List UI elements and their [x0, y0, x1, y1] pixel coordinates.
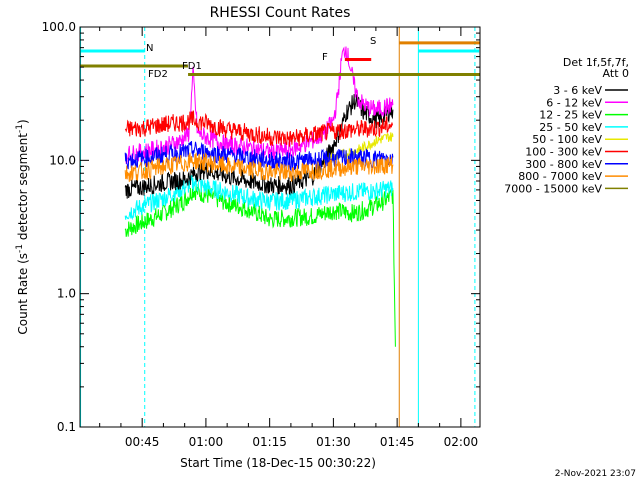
legend-label-2: 12 - 25 keV — [539, 109, 602, 122]
x-tick-label-3: 01:30 — [316, 435, 351, 449]
legend-label-6: 300 - 800 keV — [525, 158, 602, 171]
x-tick-label-1: 01:00 — [189, 435, 224, 449]
series-line-7 — [124, 152, 394, 182]
x-tick-label-5: 02:00 — [444, 435, 479, 449]
legend-header-line-1: Det 1f,5f,7f, — [563, 56, 629, 69]
legend-label-5: 100 - 300 keV — [525, 146, 602, 159]
axis-ticks: 00:45 01:00 01:15 01:30 01:45 02:00 100.0 10.0 1… — [42, 20, 480, 449]
y-tick-label-2: 1.0 — [57, 287, 76, 301]
legend-label-4: 50 - 100 keV — [532, 133, 602, 146]
legend-label-3: 25 - 50 keV — [539, 121, 602, 134]
flag-label-4: S — [370, 36, 376, 47]
y-tick-label-0: 100.0 — [42, 20, 76, 34]
flag-label-3: F — [322, 52, 328, 63]
series-line-6 — [124, 141, 394, 172]
x-tick-label-0: 00:45 — [125, 435, 160, 449]
footer-timestamp: 2-Nov-2021 23:07 — [555, 469, 636, 479]
x-tick-label-2: 01:15 — [252, 435, 287, 449]
flag-label-0: N — [146, 43, 153, 54]
y-axis-label: Count Rate (s-1 detector segment-1) — [15, 119, 30, 334]
plot-frame — [79, 26, 481, 428]
flag-label-1: FD1 — [182, 61, 202, 72]
legend-label-7: 800 - 7000 keV — [518, 170, 602, 183]
series-line-3 — [124, 175, 394, 221]
series-line-1 — [124, 46, 394, 164]
legend-label-0: 3 - 6 keV — [553, 84, 602, 97]
flag-label-2: FD2 — [148, 69, 168, 80]
legend-label-1: 6 - 12 keV — [546, 96, 602, 109]
y-tick-label-1: 10.0 — [49, 153, 76, 167]
x-tick-label-4: 01:45 — [380, 435, 415, 449]
legend-label-8: 7000 - 15000 keV — [504, 182, 602, 195]
series-line-2 — [124, 183, 396, 347]
plot-area — [80, 27, 480, 427]
series-line-0 — [124, 94, 394, 199]
x-axis-label: Start Time (18-Dec-15 00:30:22) — [180, 456, 376, 470]
series-line-5 — [124, 109, 394, 147]
y-tick-label-3: 0.1 — [57, 420, 76, 434]
chart-title: RHESSI Count Rates — [210, 5, 351, 21]
legend-header-line-2: Att 0 — [603, 67, 629, 80]
